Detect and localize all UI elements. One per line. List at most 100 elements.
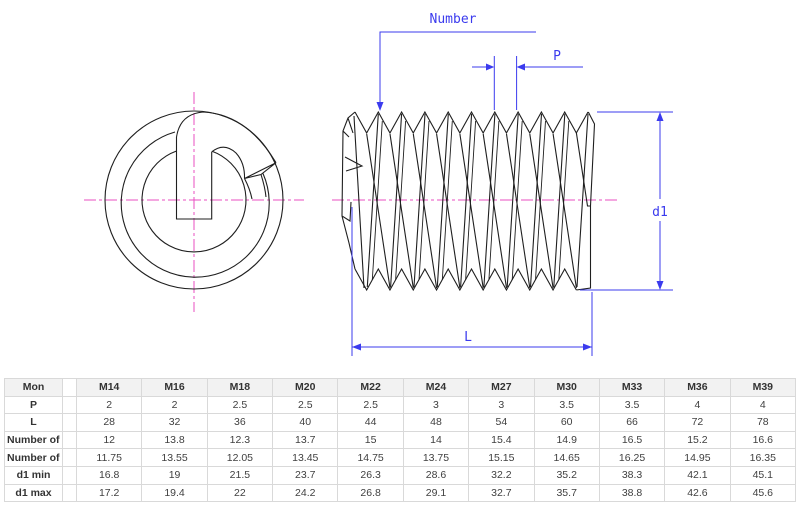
value-cell: 14.95 xyxy=(664,448,731,467)
pitch-label: P xyxy=(553,49,561,64)
value-cell: 19 xyxy=(141,465,208,485)
row-header: d1 min xyxy=(4,465,63,485)
value-cell: 12 xyxy=(75,430,143,450)
value-cell: 38.8 xyxy=(598,483,666,503)
centerlines xyxy=(84,92,618,312)
value-cell: 78 xyxy=(729,413,797,432)
pitch-extension-lines xyxy=(493,56,518,110)
value-cell: 15 xyxy=(337,430,404,450)
table-row: d1 max 17.2 19.4 22 24.2 26.8 29.1 32.7 35.7 38.8… xyxy=(4,483,797,503)
col-header-m27: M27 xyxy=(468,378,535,397)
value-cell: 35.7 xyxy=(533,483,600,503)
spacer-header xyxy=(62,378,77,397)
row-header: Number of t... xyxy=(4,448,63,467)
table-row: P 2 2 2.5 2.5 2.5 3 3 3.5 3.5 4 4 xyxy=(4,395,797,415)
row-header: d1 max xyxy=(4,483,63,503)
length-label: L xyxy=(464,330,472,345)
row-header: L xyxy=(4,413,63,432)
spacer-cell xyxy=(62,448,77,467)
value-cell: 28 xyxy=(75,413,143,432)
spacer-cell xyxy=(62,430,77,450)
value-cell: 15.2 xyxy=(664,430,731,450)
value-cell: 21.5 xyxy=(206,465,274,485)
col-header-m30: M30 xyxy=(533,378,600,397)
value-cell: 13.75 xyxy=(402,448,470,467)
value-cell: 48 xyxy=(402,413,470,432)
value-cell: 42.6 xyxy=(664,483,731,503)
value-cell: 72 xyxy=(664,413,731,432)
value-cell: 2.5 xyxy=(206,395,274,415)
value-cell: 16.25 xyxy=(598,448,666,467)
value-cell: 24.2 xyxy=(272,483,339,503)
table-row: Number of t...11.7513.5512.0513.4514.751… xyxy=(4,448,797,467)
row-label-column-header: Mon xyxy=(4,378,63,397)
right-wire-end xyxy=(575,111,596,291)
value-cell: 35.2 xyxy=(533,465,600,485)
d1-extension-lines xyxy=(580,111,673,291)
spacer-cell xyxy=(62,483,77,503)
pitch-arrowhead-right xyxy=(516,63,525,71)
value-cell: 32.2 xyxy=(468,465,535,485)
value-cell: 32 xyxy=(141,413,208,432)
left-wire-end xyxy=(341,111,365,289)
value-cell: 13.45 xyxy=(272,448,339,467)
value-cell: 2 xyxy=(75,395,143,415)
length-extension-lines xyxy=(351,207,593,356)
value-cell: 26.8 xyxy=(337,483,404,503)
value-cell: 16.8 xyxy=(75,465,143,485)
dimensions xyxy=(351,31,673,356)
value-cell: 2.5 xyxy=(337,395,404,415)
value-cell: 4 xyxy=(664,395,731,415)
value-cell: 28.6 xyxy=(402,465,470,485)
middle-coil-circle xyxy=(120,131,270,278)
value-cell: 14.65 xyxy=(533,448,600,467)
spacer-cell xyxy=(62,465,77,485)
value-cell: 15.4 xyxy=(468,430,535,450)
front-view-coil xyxy=(104,110,284,290)
value-cell: 12.3 xyxy=(206,430,274,450)
col-header-m16: M16 xyxy=(141,378,208,397)
value-cell: 45.1 xyxy=(729,465,797,485)
col-header-m18: M18 xyxy=(206,378,274,397)
table-row: L 28 32 36 40 44 48 54 60 66 72 78 xyxy=(4,413,797,432)
value-cell: 60 xyxy=(533,413,600,432)
value-cell: 12.05 xyxy=(206,448,274,467)
col-header-m24: M24 xyxy=(402,378,470,397)
coil-transition-lines xyxy=(244,174,267,200)
value-cell: 29.1 xyxy=(402,483,470,503)
value-cell: 32.7 xyxy=(468,483,535,503)
value-cell: 40 xyxy=(272,413,339,432)
value-cell: 16.5 xyxy=(598,430,666,450)
col-header-m39: M39 xyxy=(729,378,797,397)
value-cell: 44 xyxy=(337,413,404,432)
tang xyxy=(175,137,213,220)
value-cell: 15.15 xyxy=(468,448,535,467)
value-cell: 16.35 xyxy=(729,448,797,467)
table-row: Number of t... 1213.812.313.7151415.414.9… xyxy=(4,430,797,450)
outer-coil-circle xyxy=(104,110,284,290)
col-header-m36: M36 xyxy=(664,378,731,397)
value-cell: 3 xyxy=(468,395,535,415)
value-cell: 11.75 xyxy=(75,448,143,467)
value-cell: 14 xyxy=(402,430,470,450)
side-view-thread xyxy=(341,110,596,292)
wire-end-notch xyxy=(244,162,277,180)
spacer-cell xyxy=(62,395,77,415)
inner-coil-circle xyxy=(141,150,247,253)
value-cell: 2 xyxy=(141,395,208,415)
number-leader-line xyxy=(379,31,536,104)
hook-inner-edge xyxy=(211,146,246,179)
value-cell: 16.6 xyxy=(729,430,797,450)
technical-drawing: Number P d1 L xyxy=(84,12,673,356)
d1-arrowhead-top xyxy=(656,112,664,121)
thread-back-edges xyxy=(366,133,577,289)
value-cell: 42.1 xyxy=(664,465,731,485)
value-cell: 3.5 xyxy=(533,395,600,415)
col-header-m20: M20 xyxy=(272,378,339,397)
spacer-cell xyxy=(62,413,77,432)
table-header-row: Mon M14 M16 M18 M20 M22 M24 M27 M30 M33 M36 M39 xyxy=(4,378,797,397)
value-cell: 66 xyxy=(598,413,666,432)
